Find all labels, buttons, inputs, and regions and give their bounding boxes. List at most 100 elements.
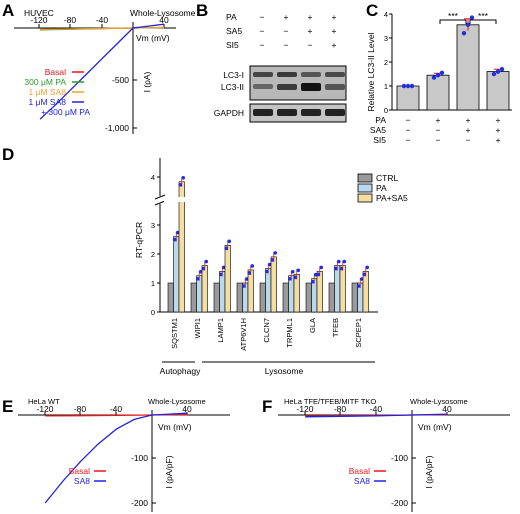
d-group-autophagy: Autophagy [160, 366, 201, 376]
panel-c-y-ticks: 0 1 2 3 4 [384, 10, 392, 115]
f-ytick-2: -200 [391, 498, 408, 508]
f-legend-basal: Basal [349, 466, 370, 476]
c-sig-2: *** [478, 11, 489, 21]
d-point [241, 284, 246, 288]
c-bar-3 [456, 24, 480, 111]
d-bar-ATP6V1H-PA+SA5 [247, 269, 254, 313]
e-legend-sa8: SA8 [74, 476, 90, 486]
f-xtick-4: 40 [442, 404, 452, 414]
c-point [461, 31, 467, 36]
d-bar-LAMP1-PA+SA5 [224, 245, 231, 313]
c-point [499, 67, 505, 72]
panel-a-ytick-2: -1,000 [105, 123, 129, 133]
e-xtick-1: -120 [36, 404, 53, 414]
b-sign: + [332, 26, 337, 36]
d-point [247, 271, 252, 275]
blot-label-lc3-2: LC3-II [221, 82, 244, 92]
panel-c-bars [396, 15, 510, 111]
panel-a-ytick-1: -500 [112, 75, 129, 85]
c-point [409, 83, 415, 89]
panel-d-y-ticks: 0 1 2 3 4 [151, 173, 160, 317]
panel-b-label: B [196, 1, 208, 20]
c-sign: + [466, 115, 471, 125]
panel-e-yaxis-label: I (pA/pF) [164, 455, 174, 488]
panel-b-row-pa: PA [226, 12, 237, 22]
d-point [273, 251, 278, 255]
panel-e: E HeLa WT Whole-Lysosome -120 -80 -40 40… [2, 397, 230, 512]
panel-b: B PA SA5 SI5 − + + + − − + + − − − + [196, 1, 347, 123]
c-row-pa: PA [375, 115, 386, 125]
b-sign: + [332, 40, 337, 50]
panel-f-y-ticks: -100 -200 [391, 453, 416, 508]
panel-a-cell: HUVEC [24, 8, 54, 18]
d-bar-GLA-PA+SA5 [316, 271, 323, 313]
panel-d-axis-break [154, 194, 166, 206]
d-bar-WIPI1-PA [196, 275, 203, 313]
d-point [287, 276, 292, 281]
blot-lc3 [249, 65, 347, 101]
d-point [244, 277, 249, 281]
panel-c-label: C [366, 1, 378, 20]
d-category-label: WIPI1 [193, 318, 202, 338]
c-sign: − [406, 125, 411, 135]
d-point [221, 265, 226, 270]
c-ytick-2: 2 [384, 58, 388, 67]
d-point [270, 258, 275, 262]
d-point [267, 262, 272, 267]
e-xtick-3: -40 [110, 404, 123, 414]
c-point [435, 73, 441, 78]
panel-e-mode: Whole-Lysosome [148, 397, 206, 406]
d-bar-TFEB-PA [334, 265, 341, 313]
b-sign: + [332, 12, 337, 22]
panel-c-significance: *** *** [439, 11, 497, 24]
panel-f-yaxis-label: I (pA/pF) [424, 455, 434, 488]
panel-a-xaxis-label: Vm (mV) [136, 33, 170, 43]
panel-f-xaxis-label: Vm (mV) [418, 422, 452, 432]
d-category-label: TRPML1 [285, 318, 294, 348]
blot-gapdh-bands [253, 109, 345, 116]
panel-e-cell: HeLa WT [28, 397, 60, 406]
panel-d: D RT-qPCR 0 1 2 3 4 SQSTM1 WIPI1 LAMP1 ATP6… [2, 145, 408, 376]
d-point [172, 237, 177, 242]
c-sign: − [436, 125, 441, 135]
d-point [201, 266, 206, 271]
d-ytick-2: 2 [151, 250, 155, 259]
d-point [316, 272, 321, 277]
panel-a-xtick-2: -80 [64, 15, 77, 25]
panel-b-row-sa5: SA5 [226, 26, 242, 36]
blot-label-gapdh: GAPDH [214, 108, 244, 118]
b-sign: + [308, 12, 313, 22]
panel-f-mode: Whole-Lysosome [410, 397, 468, 406]
c-sign: − [436, 135, 441, 145]
blot-gapdh [249, 103, 347, 123]
d-point [195, 276, 200, 281]
panel-b-signs: − + + + − − + + − − − + [260, 12, 337, 50]
d-bar-TFEB-PA+SA5 [339, 265, 346, 313]
d-point [293, 275, 298, 280]
c-point [491, 71, 497, 77]
d-point [181, 176, 186, 180]
d-category-label: SQSTM1 [170, 318, 179, 349]
panel-a-y-ticks: -500 -1,000 [105, 75, 137, 133]
f-xtick-2: -80 [334, 404, 347, 414]
d-point [290, 269, 295, 274]
b-sign: − [260, 26, 265, 36]
c-sign: + [496, 115, 501, 125]
panel-a-x-ticks: -120 -80 -40 40 [30, 15, 169, 28]
d-category-label: GLA [308, 318, 317, 333]
d-bar-TRPML1-PA [288, 275, 295, 313]
panel-a: A HUVEC Whole-Lysosome -120 -80 -40 40 V… [2, 1, 196, 134]
panel-c-yaxis-label: Relative LC3-II Level [366, 32, 376, 111]
d-bar-TRPML1-CTRL [282, 282, 289, 313]
c-bar-4 [486, 71, 510, 111]
d-point [362, 272, 367, 277]
b-sign: + [308, 26, 313, 36]
c-row-sa5: SA5 [370, 125, 386, 135]
d-category-label: CLCN7 [262, 318, 271, 343]
c-ytick-4: 4 [384, 10, 388, 19]
d-point [198, 269, 203, 274]
d-legend-pa-sa5: PA+SA5 [376, 193, 408, 203]
d-category-label: SCPEP1 [354, 318, 363, 348]
b-sign: − [260, 12, 265, 22]
